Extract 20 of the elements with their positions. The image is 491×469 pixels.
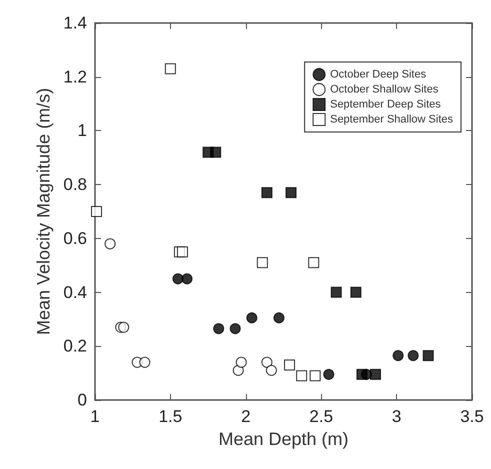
y-tick-label: 1.2 xyxy=(63,67,87,86)
legend-label: October Deep Sites xyxy=(330,68,427,80)
legend-label: October Shallow Sites xyxy=(330,84,439,96)
x-axis-title: Mean Depth (m) xyxy=(218,429,349,449)
x-tick-label: 2.5 xyxy=(309,407,334,426)
y-tick-label: 1 xyxy=(78,121,87,140)
y-tick-label: 0 xyxy=(78,390,87,410)
y-axis-title: Mean Velocity Magnitude (m/s) xyxy=(33,88,54,336)
legend-label: September Deep Sites xyxy=(330,98,442,110)
x-tick-label: 2 xyxy=(241,407,251,426)
y-tick-label: 0.6 xyxy=(63,228,87,248)
y-tick-label: 0.8 xyxy=(63,175,87,194)
x-tick-label: 1 xyxy=(90,407,100,426)
y-tick-label: 0.4 xyxy=(63,282,87,302)
legend-label: September Shallow Sites xyxy=(330,114,454,126)
x-tick-label: 1.5 xyxy=(158,407,182,426)
x-tick-label: 3.5 xyxy=(460,407,484,426)
x-tick-label: 3 xyxy=(392,407,402,426)
y-tick-label: 0.2 xyxy=(63,336,87,356)
y-tick-label: 1.4 xyxy=(63,14,87,32)
